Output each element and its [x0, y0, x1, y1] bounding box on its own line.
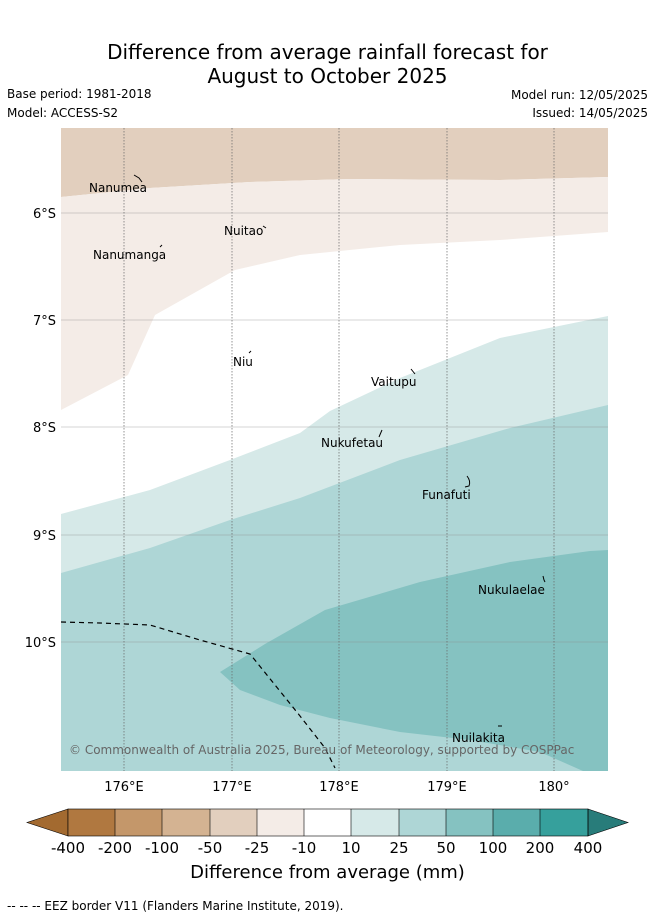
island-label-nanumea: Nanumea — [89, 181, 147, 195]
rainfall-map: Nanumea Nuitao Nanumanga Niu Vaitupu Nuk… — [61, 128, 608, 771]
lon-label-180: 180° — [538, 780, 569, 795]
lat-label-10s: 10°S — [25, 636, 56, 651]
island-outlines — [133, 174, 546, 727]
base-period: Base period: 1981-2018 — [7, 87, 152, 101]
island-label-nanumanga: Nanumanga — [93, 248, 166, 262]
lon-label-177e: 177°E — [212, 780, 252, 795]
island-label-nukufetau: Nukufetau — [321, 436, 383, 450]
band-minus-25-10 — [61, 177, 608, 410]
island-label-vaitupu: Vaitupu — [371, 375, 417, 389]
colorbar-extend-low — [26, 808, 69, 837]
cb-tick-10: 10 — [341, 839, 360, 857]
band-minus-50-25 — [61, 128, 608, 197]
lat-label-6s: 6°S — [33, 207, 56, 222]
cb-tick-minus-50: -50 — [198, 839, 223, 857]
latitude-gridlines — [61, 212, 608, 643]
island-label-nukulaelae: Nukulaelae — [478, 583, 545, 597]
model-run: Model run: 12/05/2025 — [510, 88, 648, 102]
copyright-notice: © Commonwealth of Australia 2025, Bureau… — [69, 743, 574, 757]
colorbar: -400 -200 -100 -50 -25 -10 10 25 50 100 … — [26, 808, 629, 857]
cb-tick-200: 200 — [526, 839, 555, 857]
island-label-nuitao: Nuitao — [224, 224, 263, 238]
title-line-1: Difference from average rainfall forecas… — [107, 40, 548, 64]
lon-label-179e: 179°E — [427, 780, 467, 795]
lat-label-9s: 9°S — [33, 529, 56, 544]
longitude-gridlines — [123, 128, 555, 771]
nanumea-island — [133, 174, 143, 183]
lat-label-7s: 7°S — [33, 314, 56, 329]
colorbar-title: Difference from average (mm) — [190, 862, 465, 883]
cb-tick-25: 25 — [389, 839, 408, 857]
nukulaelae-island — [542, 575, 546, 583]
band-50-100 — [220, 550, 608, 771]
vaitupu-island — [410, 368, 416, 375]
title-line-2: August to October 2025 — [207, 64, 448, 88]
cb-tick-minus-25: -25 — [245, 839, 270, 857]
nuitao-island — [262, 225, 267, 229]
island-label-nuilakita: Nuilakita — [452, 731, 505, 745]
issued-date: Issued: 14/05/2025 — [532, 106, 648, 120]
cb-tick-100: 100 — [479, 839, 508, 857]
model-name: Model: ACCESS-S2 — [7, 106, 119, 120]
cb-tick-minus-400: -400 — [51, 839, 85, 857]
island-label-niu: Niu — [233, 355, 253, 369]
map-title: Difference from average rainfall forecas… — [0, 40, 655, 88]
cb-tick-50: 50 — [436, 839, 455, 857]
eez-legend-note: -- -- -- EEZ border V11 (Flanders Marine… — [7, 899, 344, 913]
cb-tick-minus-200: -200 — [98, 839, 132, 857]
cb-tick-minus-100: -100 — [145, 839, 179, 857]
cb-tick-400: 400 — [574, 839, 603, 857]
eez-border — [61, 621, 336, 769]
funafuti-island — [464, 475, 471, 488]
island-label-funafuti: Funafuti — [422, 488, 471, 502]
colorbar-extend-high — [587, 808, 629, 837]
nanumanga-island — [159, 244, 163, 248]
lon-label-176e: 176°E — [104, 780, 144, 795]
lon-label-178e: 178°E — [319, 780, 359, 795]
niu-island — [248, 350, 252, 354]
lat-label-8s: 8°S — [33, 421, 56, 436]
nukufetau-island — [378, 429, 383, 438]
cb-tick-minus-10: -10 — [292, 839, 317, 857]
